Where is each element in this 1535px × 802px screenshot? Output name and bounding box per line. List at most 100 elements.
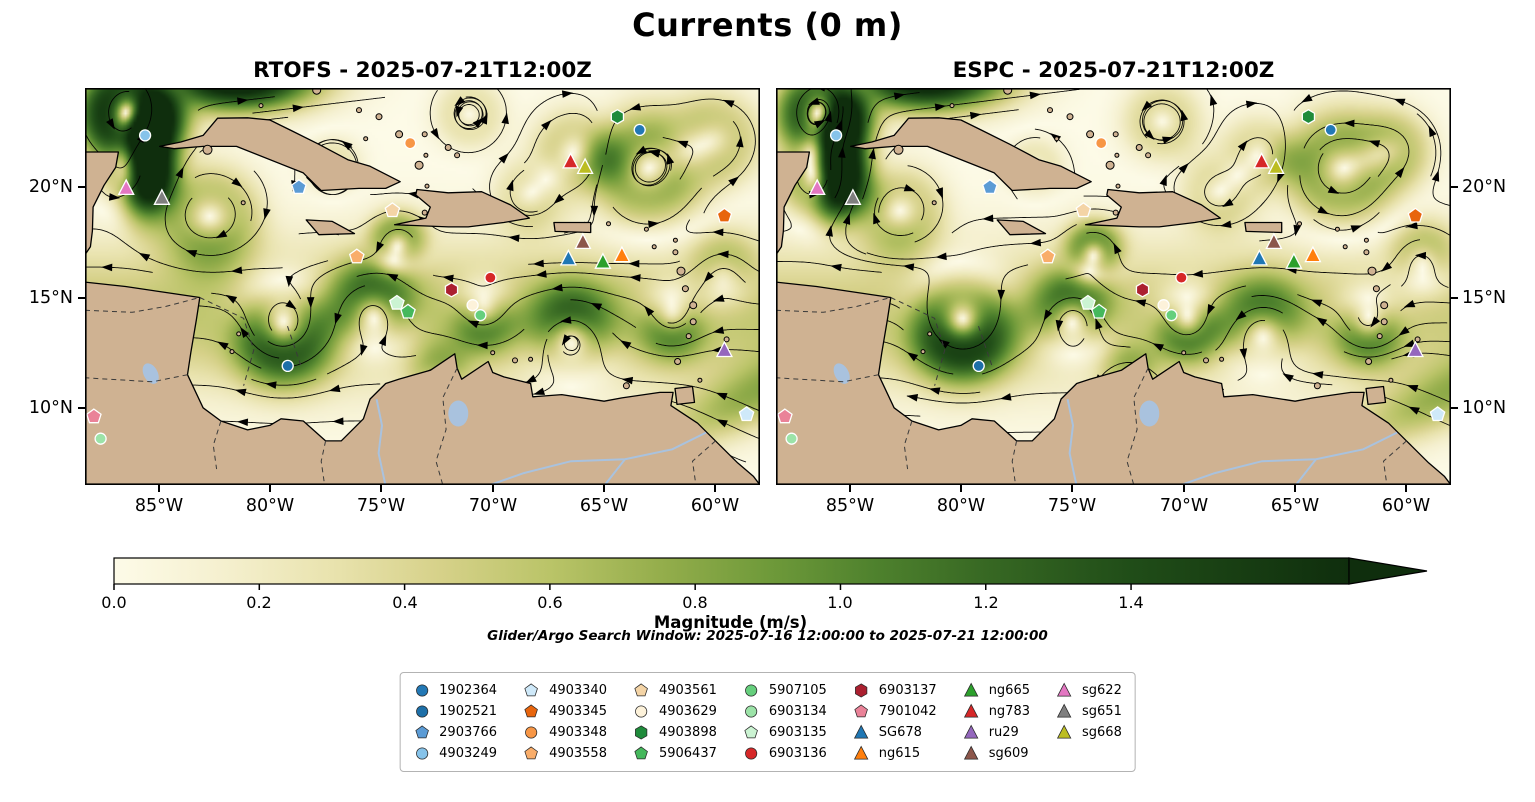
land-group [85,88,760,485]
legend-item: 4903249 [413,745,497,762]
map-overlay [776,88,1451,485]
map-panel-rtofs [85,88,760,485]
colorbar: 0.0 0.2 0.4 0.6 0.8 1.0 1.2 1.4 Magnitude (m/s) [101,556,1443,636]
land-hispaniola [1084,188,1222,228]
legend-item: sg622 [1056,682,1122,699]
land-jamaica [305,219,356,236]
lon-tick-label: 70°W [1159,496,1209,516]
platform-marker-5906437 [1091,303,1107,319]
legend-label: 4903348 [549,725,607,740]
legend: 1902364 1902521 2903766 4903249 4903340 49033… [399,672,1136,772]
platform-marker-ng783 [1253,151,1271,169]
lon-tick-mark [849,485,851,492]
land-trinidad [674,385,696,406]
panel-title-espc: ESPC - 2025-07-21T12:00Z [952,58,1275,83]
legend-item: 4903898 [633,724,717,741]
circle-marker-icon [745,705,758,718]
legend-item: 2903766 [413,724,497,741]
legend-item: sg609 [963,745,1030,762]
platform-marker-7901042 [86,408,102,424]
land-mainland [85,281,760,485]
lat-tick-mark [1451,186,1458,188]
legend-item: 5906437 [633,745,717,762]
lat-tick-mark [78,186,85,188]
platform-marker-4903340 [738,406,755,422]
lat-tick-label: 15°N [28,288,73,308]
colorbar-tick-label: 0.2 [246,593,272,612]
lon-tick-mark [603,485,605,492]
land-group [776,88,1451,485]
colorbar-tick-label: 1.0 [827,593,853,612]
legend-label: sg668 [1082,725,1122,740]
colorbar-tick-label: 1.2 [973,593,999,612]
colorbar-gradient [113,557,1428,590]
platform-marker-4903629 [466,299,479,312]
pentagon-marker-icon [524,683,539,697]
platform-marker-ru29 [715,340,733,358]
triangle-marker-icon [1057,724,1072,739]
pentagon-marker-icon [744,725,759,739]
lon-tick-label: 75°W [356,496,406,516]
circle-marker-icon [415,684,428,697]
platform-marker-ng615 [613,245,631,263]
platform-markers-group [777,108,1446,445]
circle-marker-icon [745,747,758,760]
lon-tick-mark [158,485,160,492]
platform-marker-4903561 [384,202,401,218]
lon-tick-mark [714,485,716,492]
circle-marker-icon [415,747,428,760]
lon-tick-label: 60°W [1381,496,1431,516]
platform-marker-SG678 [559,248,577,266]
lon-tick-label: 85°W [825,496,875,516]
platform-marker-SG678 [1250,248,1268,266]
legend-item: 6903136 [743,745,827,762]
land-cuba [159,117,401,192]
legend-item: SG678 [853,724,937,741]
platform-marker-ng665 [594,252,612,269]
legend-item: 6903134 [743,703,827,720]
figure-title: Currents (0 m) [632,6,903,44]
legend-label: 4903898 [658,725,717,740]
platform-marker-4903249 [829,129,843,142]
legend-item: 4903561 [633,682,717,699]
platform-marker-5907105 [1165,309,1178,322]
legend-item: ng665 [963,682,1030,699]
legend-label: sg609 [988,746,1029,761]
platform-marker-ru29 [1406,340,1424,358]
lon-tick-label: 75°W [1047,496,1097,516]
platform-marker-6903135 [389,294,405,310]
land-yucatan [85,151,120,256]
hexagon-marker-icon [635,725,648,740]
platform-marker-6903136 [1175,271,1188,284]
platform-marker-1902364 [633,123,646,137]
triangle-marker-icon [1057,682,1072,697]
rivers-group [375,398,707,485]
legend-label: 5907105 [768,683,827,698]
platform-marker-4903249 [138,129,152,142]
platform-marker-sg609 [574,232,592,250]
legend-label: 4903629 [658,704,717,719]
triangle-marker-icon [963,724,979,739]
lat-tick-mark [1451,407,1458,409]
triangle-marker-icon [1057,703,1072,718]
legend-label: ng783 [988,704,1030,719]
colorbar-tick-label: 1.4 [1118,593,1144,612]
lon-tick-label: 65°W [1270,496,1320,516]
lon-tick-label: 80°W [936,496,986,516]
lon-tick-mark [1071,485,1073,492]
legend-label: 6903136 [768,746,827,761]
legend-label: 6903137 [878,683,937,698]
platform-marker-ng783 [562,151,580,169]
legend-label: sg651 [1082,704,1122,719]
legend-item: 1902521 [413,703,497,720]
lat-tick-mark [78,407,85,409]
pentagon-marker-icon [524,746,539,760]
colorbar-label: Magnitude (m/s) [653,613,808,632]
lon-tick-label: 70°W [468,496,518,516]
legend-item: 7901042 [853,703,937,720]
circle-marker-icon [525,726,538,739]
land-puerto-rico [553,221,592,234]
legend-item: 4903345 [523,703,607,720]
lon-tick-label: 80°W [245,496,295,516]
